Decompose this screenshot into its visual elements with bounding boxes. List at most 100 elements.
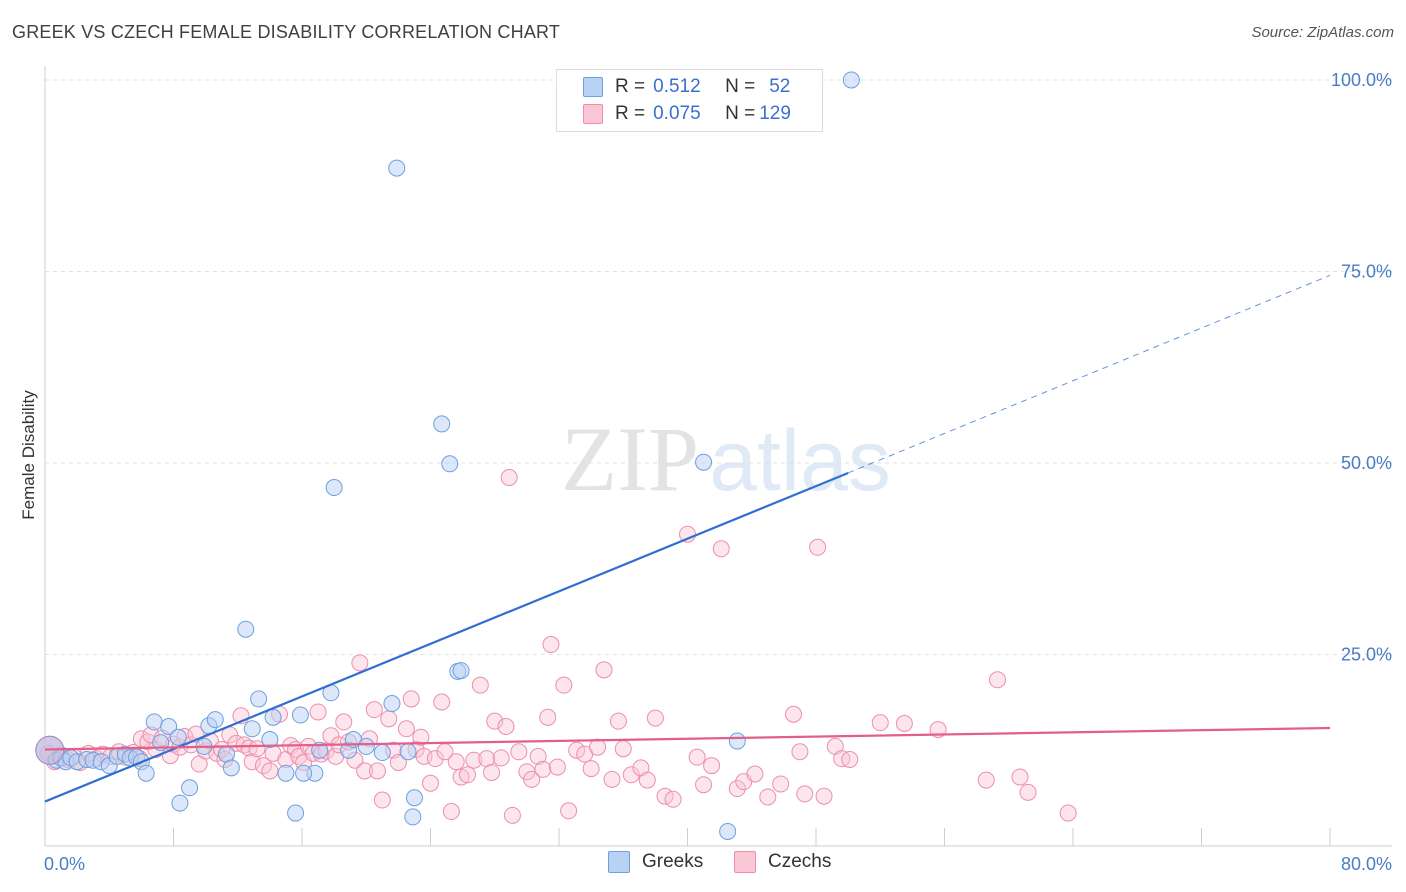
czech-point [746,765,764,783]
legend-r-value: 0.512 [653,76,701,97]
legend-item-czechs[interactable]: Czechs [734,851,831,873]
legend-row-czechs: R = 0.075 N = 129 [557,101,791,127]
czech-point [458,766,476,784]
greek-point [695,453,713,471]
greek-point [719,822,737,840]
legend-r-label: R = [615,76,646,97]
czech-point [895,714,913,732]
czech-point [243,753,261,771]
legend-n-label: N = [725,76,756,97]
grid-lines [45,79,1392,655]
czech-point [785,705,803,723]
czech-point [1011,768,1029,786]
legend-swatch-czechs [583,104,603,124]
x-tick-label: 0.0% [44,854,85,874]
czech-point [422,774,439,792]
source-label: Source: ZipAtlas.com [1251,24,1394,41]
czech-point [703,757,721,775]
greek-point [250,690,268,708]
czech-point [560,802,578,820]
y-tick-label: 75.0% [1341,262,1392,282]
czech-point [728,780,746,798]
x-tick-labels: 0.0% 80.0% [44,854,1392,874]
greek-point [137,764,155,782]
czech-point [492,749,510,767]
y-tick-label: 100.0% [1331,70,1392,90]
czech-point [447,753,465,771]
greek-point [237,620,255,638]
greek-point [404,808,422,826]
legend-n-label: N = [725,103,756,124]
czech-point [486,712,504,730]
czech-point [248,740,266,758]
czech-point [500,469,518,487]
czech-point [380,710,398,728]
greek-point [287,804,305,822]
series-legend: Greeks Czechs [0,851,1406,877]
czech-point [1059,804,1077,822]
czech-point [335,713,353,731]
czech-point [261,762,279,780]
czech-point [452,768,470,786]
legend-label-czechs: Czechs [768,851,832,872]
greek-point [388,159,406,177]
czech-point [368,762,386,780]
czech-point [542,636,560,654]
czech-point [309,703,327,721]
czech-point [977,771,995,789]
czech-point [402,690,420,708]
czech-point [603,770,621,788]
czech-point [791,743,809,761]
czech-point [609,712,627,730]
greek-point [373,744,391,762]
czech-point [582,760,600,778]
czech-point [759,788,777,806]
czech-point [497,718,515,736]
czech-point [614,740,632,758]
axes [44,66,1392,847]
greek-point [169,728,187,746]
czech-point [389,754,407,772]
greek-point [452,662,470,680]
correlation-legend: R = 0.512 N = 52 R = 0.075 N = 129 [556,69,823,132]
czech-point [589,738,607,756]
legend-n-value: 52 [769,76,791,97]
legend-r-value: 0.075 [653,103,701,124]
y-tick-label: 25.0% [1341,645,1392,665]
y-tick-label: 50.0% [1341,453,1392,473]
czech-point [442,803,460,821]
czech-point [688,748,706,766]
watermark-atlas: atlas [709,413,891,509]
czech-point [664,790,682,808]
czech-point [989,671,1007,689]
legend-n-value: 129 [759,103,791,124]
greek-point [145,713,163,731]
czech-point [568,741,586,759]
x-tick-label: 80.0% [1341,854,1392,874]
czech-point [646,709,664,727]
chart-title: GREEK VS CZECH FEMALE DISABILITY CORRELA… [12,22,561,42]
czech-point [235,736,253,754]
legend-label-greeks: Greeks [642,851,704,872]
czech-point [695,776,713,794]
czech-point [622,766,640,784]
legend-r-label: R = [615,103,646,124]
czech-point [412,728,430,746]
czech-point [426,750,444,768]
czech-point [534,760,552,778]
czech-point [871,714,889,732]
greek-point [206,711,224,729]
series-czechs [39,469,1077,824]
czech-point [539,708,557,726]
legend-swatch-greeks [608,851,630,873]
greek-point [728,732,746,750]
czechs-trend-line [44,726,1331,751]
czech-point [397,720,415,738]
legend-item-greeks[interactable]: Greeks [608,851,703,873]
czech-point [415,747,433,765]
greek-point [291,706,309,724]
legend-swatch-greeks [583,77,603,97]
greek-point [383,695,401,713]
greek-point [243,720,261,738]
